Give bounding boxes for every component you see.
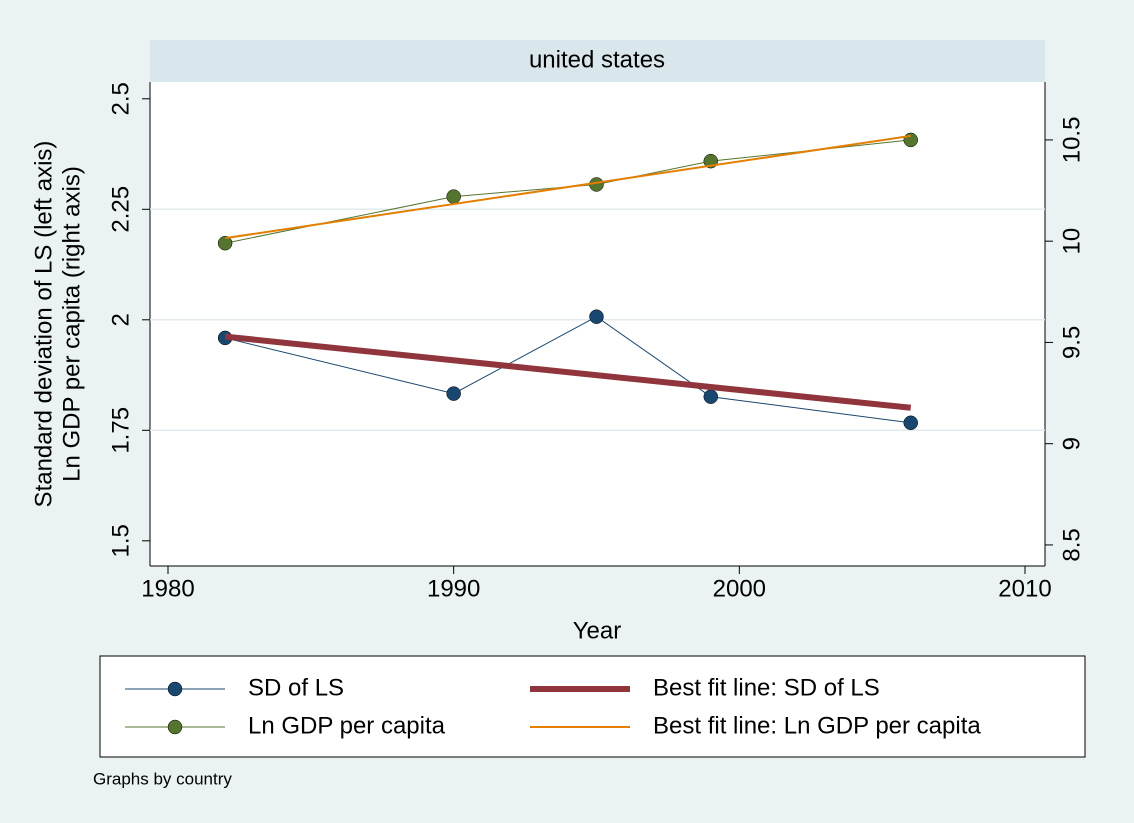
x-axis-title: Year (573, 617, 622, 644)
point (703, 389, 719, 404)
legend (99, 655, 1086, 758)
y2-tick-label: 9.5 (1058, 326, 1085, 359)
legend-marker (167, 719, 183, 735)
point (903, 415, 918, 431)
y2-tick-label: 9 (1058, 437, 1085, 450)
x-tick-label: 1980 (141, 575, 194, 602)
y2-tick-label: 10 (1058, 228, 1085, 255)
y-tick-label: 2.25 (107, 186, 134, 233)
y-tick-label: 1.75 (107, 407, 134, 454)
plot-area (150, 82, 1045, 566)
legend-marker (167, 681, 183, 697)
y-axis-title: Standard deviation of LS (left axis) (30, 141, 57, 508)
y-tick-label: 2 (107, 313, 134, 326)
y-tick-label: 2.5 (107, 82, 134, 115)
point (903, 132, 918, 148)
y-axis-title: Ln GDP per capita (right axis) (58, 166, 85, 482)
point (446, 189, 461, 204)
point (446, 386, 461, 401)
x-tick-label: 2000 (713, 575, 766, 602)
y-tick-label: 1.5 (107, 524, 134, 557)
legend-label: Ln GDP per capita (248, 712, 446, 739)
note: Graphs by country (93, 769, 232, 788)
x-tick-label: 1990 (427, 575, 480, 602)
y2-tick-label: 8.5 (1058, 528, 1085, 561)
legend-label: SD of LS (248, 674, 344, 701)
legend-label: Best fit line: SD of LS (653, 674, 880, 701)
series-line (224, 333, 912, 411)
y2-tick-label: 10.5 (1058, 117, 1085, 164)
x-tick-label: 2010 (998, 575, 1051, 602)
point (589, 309, 604, 324)
point (217, 235, 233, 251)
legend-label: Best fit line: Ln GDP per capita (653, 712, 981, 739)
subtitle: united states (529, 46, 665, 73)
series-line (224, 134, 911, 240)
subtitle-band (150, 40, 1045, 82)
